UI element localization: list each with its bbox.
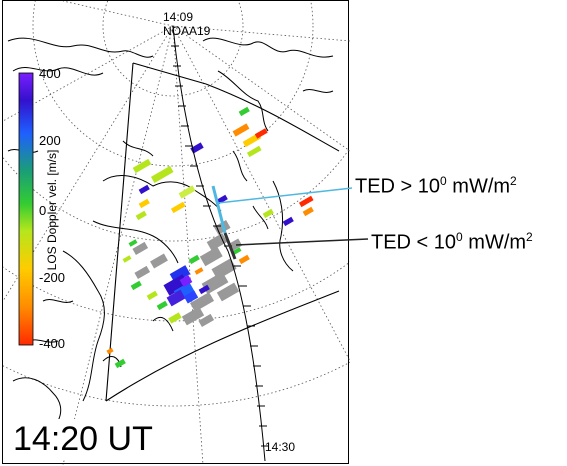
colorbar (18, 72, 34, 346)
colorbar-tick-200: 200 (39, 133, 61, 148)
colorbar-tick-minus-200: -200 (39, 270, 66, 285)
track-satellite-name: NOAA19 (163, 24, 211, 38)
velocity-cluster-blue (163, 265, 199, 307)
map-panel: 400 200 0 -200 -400 LOS Doppler vel. [m/… (2, 0, 350, 465)
ted-high-label: TED > 100 mW/m2 (355, 174, 517, 198)
colorbar-tick-0: 0 (39, 203, 47, 218)
colorbar-label: LOS Doppler vel. [m/s] (45, 149, 59, 271)
time-label: 14:20 UT (11, 419, 155, 459)
track-end-time: 14:30 (265, 440, 296, 454)
track-ticks (171, 45, 269, 447)
colorbar-tick-minus-400: -400 (39, 336, 66, 351)
radar-fov (105, 62, 340, 402)
ted-low-label: TED < 100 mW/m2 (371, 230, 533, 254)
colorbar-tick-400: 400 (39, 66, 61, 81)
track-start-time: 14:09 (163, 10, 194, 24)
coastlines (7, 37, 334, 422)
satellite-track (171, 25, 269, 462)
map-canvas (3, 1, 350, 465)
